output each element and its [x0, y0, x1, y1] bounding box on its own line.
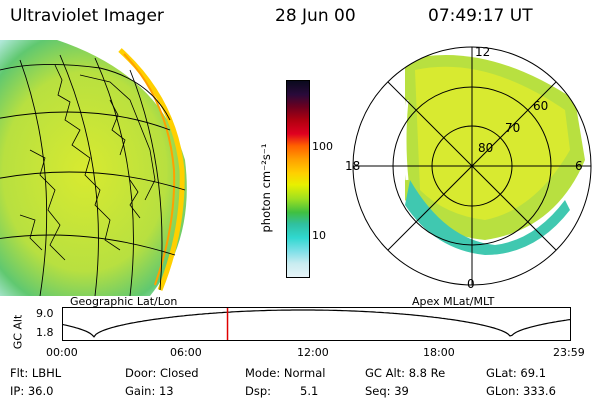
mode-status: Mode: Normal [245, 366, 326, 380]
mlt-label-18: 18 [345, 159, 360, 173]
door-status: Door: Closed [125, 366, 199, 380]
altitude-plot [62, 307, 571, 341]
ip-status: IP: 36.0 [10, 384, 54, 398]
lat-label-80: 80 [478, 141, 493, 155]
altitude-ytick-low: 1.8 [36, 326, 54, 339]
apex-caption: Apex MLat/MLT [412, 295, 495, 308]
colorbar [286, 80, 310, 278]
mlt-label-12: 12 [475, 45, 490, 59]
dsp-label: Dsp: [245, 384, 272, 398]
dsp-value: 5.1 [300, 384, 319, 398]
glat-status: GLat: 69.1 [486, 366, 547, 380]
colorbar-label: photon cm⁻²s⁻¹ [259, 143, 273, 233]
altitude-ylabel: GC Alt [11, 314, 25, 350]
colorbar-tick-100: 100 [312, 140, 333, 153]
limb-band [118, 48, 185, 291]
mlt-label-0: 0 [467, 277, 475, 291]
colorbar-tick-10: 10 [312, 229, 326, 242]
altitude-xtick-2359: 23:59 [553, 346, 585, 359]
geographic-caption: Geographic Lat/Lon [70, 295, 178, 308]
seq-status: Seq: 39 [365, 384, 409, 398]
altitude-xtick-1800: 18:00 [423, 346, 455, 359]
glon-status: GLon: 333.6 [486, 384, 556, 398]
time-label: 07:49:17 UT [428, 6, 533, 26]
filter-status: Flt: LBHL [10, 366, 62, 380]
date-label: 28 Jun 00 [275, 6, 356, 26]
altitude-xtick-0000: 00:00 [46, 346, 78, 359]
lat-label-60: 60 [533, 99, 548, 113]
altitude-frame [62, 307, 571, 341]
lat-label-70: 70 [505, 121, 520, 135]
gc-alt-status: GC Alt: 8.8 Re [365, 366, 446, 380]
gain-status: Gain: 13 [125, 384, 174, 398]
altitude-ytick-high: 9.0 [36, 307, 54, 320]
altitude-curve [62, 309, 571, 338]
polar-plot: 12 18 6 0 60 70 80 [345, 45, 592, 291]
altitude-xtick-1200: 12:00 [297, 346, 329, 359]
instrument-title: Ultraviolet Imager [10, 6, 164, 26]
geographic-image [0, 40, 187, 296]
mlt-label-6: 6 [575, 159, 583, 173]
altitude-xtick-0600: 06:00 [170, 346, 202, 359]
